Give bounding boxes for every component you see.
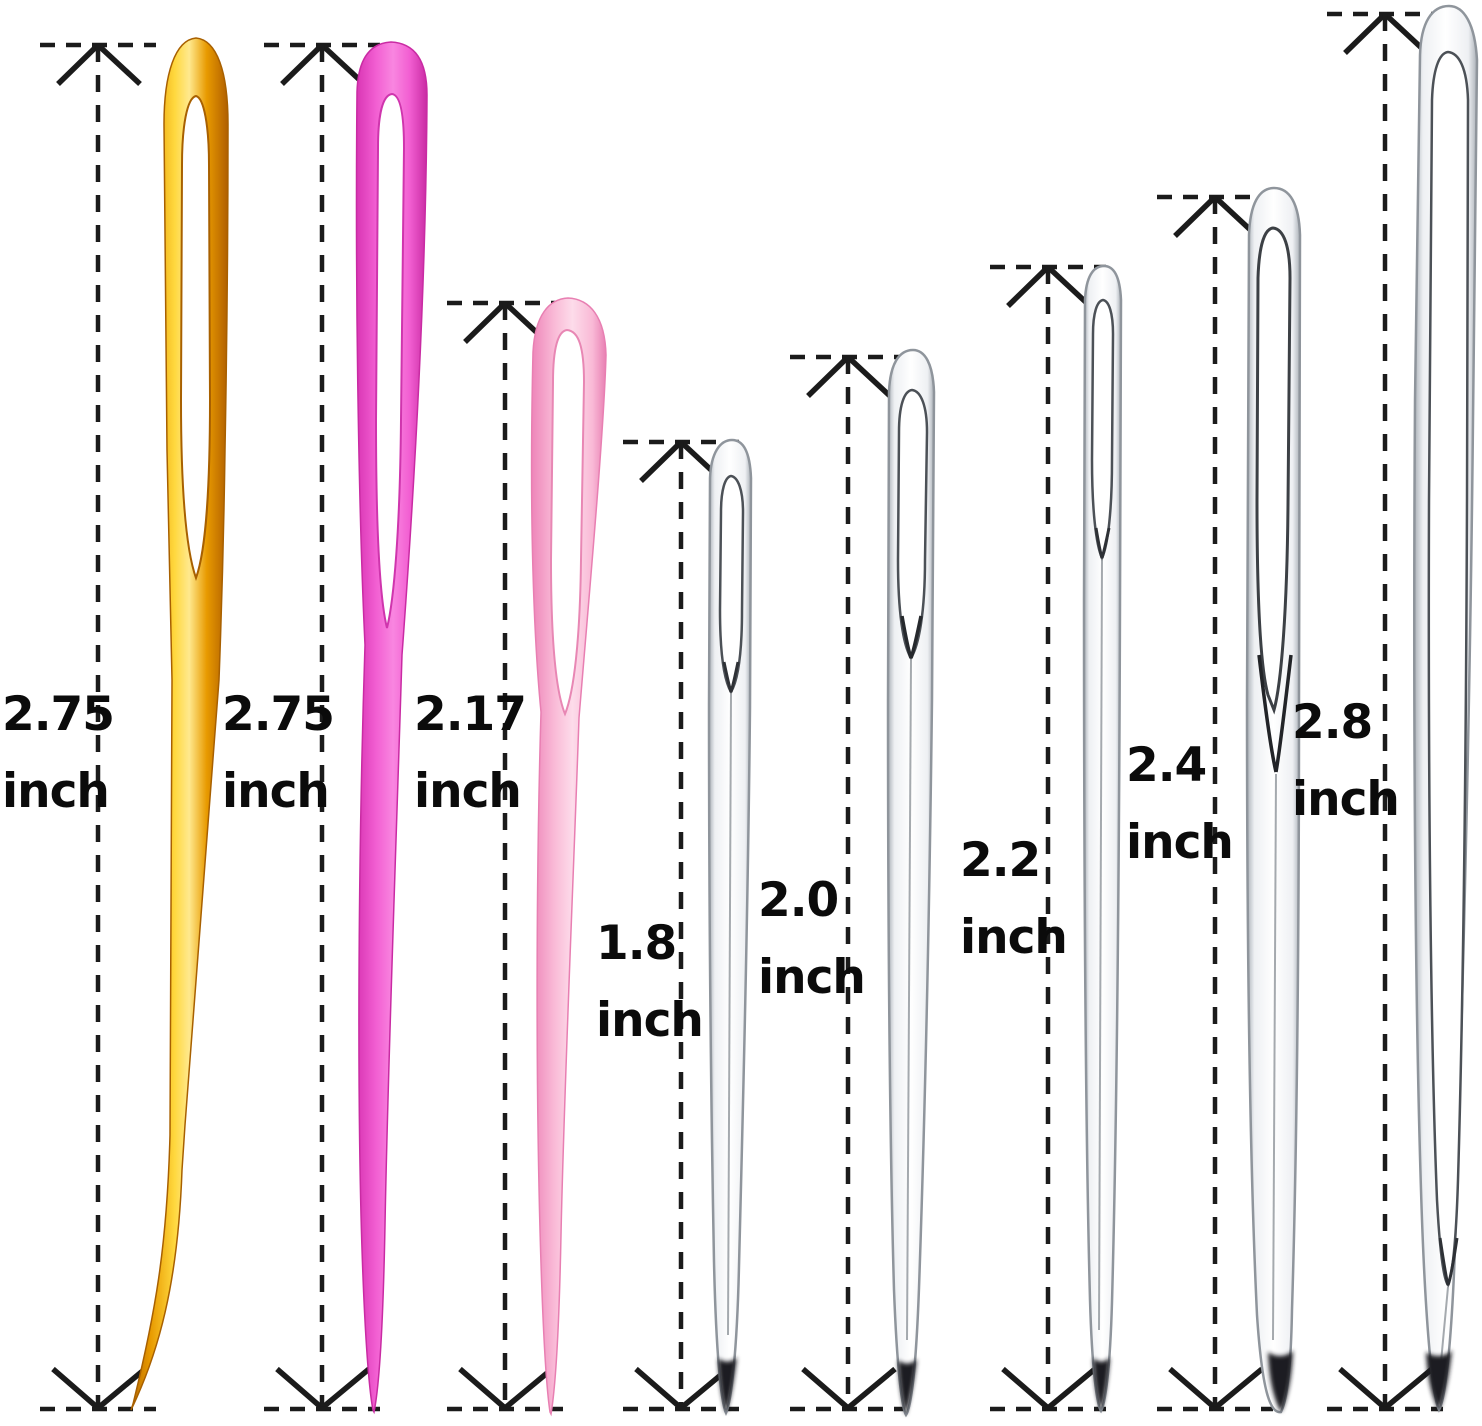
size-unit: inch xyxy=(596,993,704,1048)
size-unit: inch xyxy=(414,764,522,819)
needle-steel-1 xyxy=(707,438,753,1417)
size-value: 2.4 xyxy=(1126,738,1207,793)
size-value: 2.8 xyxy=(1292,695,1373,750)
dimension-line-6 xyxy=(990,264,1106,1412)
dimension-line-3 xyxy=(447,300,563,1412)
needle-gold-bent-yarn xyxy=(130,37,229,1411)
needle-steel-5 xyxy=(1413,4,1479,1413)
size-unit: inch xyxy=(222,764,330,819)
size-label-8: 2.8 inch xyxy=(1292,684,1400,838)
dimension-line-4 xyxy=(623,439,739,1412)
size-label-2: 2.75 inch xyxy=(222,676,335,830)
size-label-3: 2.17 inch xyxy=(414,676,527,830)
size-value: 2.75 xyxy=(222,687,335,742)
size-unit: inch xyxy=(1126,815,1234,870)
size-label-7: 2.4 inch xyxy=(1126,727,1234,881)
size-value: 2.17 xyxy=(414,687,527,742)
size-unit: inch xyxy=(1292,772,1400,827)
size-unit: inch xyxy=(2,764,110,819)
dimension-line-1 xyxy=(40,42,156,1412)
size-value: 2.2 xyxy=(960,833,1041,888)
dimension-line-5 xyxy=(790,354,906,1412)
needle-magenta-plastic xyxy=(355,41,428,1415)
needle-steel-4 xyxy=(1245,186,1302,1414)
needle-steel-3 xyxy=(1082,264,1123,1414)
needle-steel-2 xyxy=(886,348,936,1418)
size-label-1: 2.75 inch xyxy=(2,676,115,830)
size-label-6: 2.2 inch xyxy=(960,822,1068,976)
size-unit: inch xyxy=(960,910,1068,965)
size-value: 2.75 xyxy=(2,687,115,742)
size-value: 1.8 xyxy=(596,916,677,971)
size-value: 2.0 xyxy=(758,873,839,928)
size-unit: inch xyxy=(758,950,866,1005)
needle-pink-plastic xyxy=(530,297,607,1417)
size-label-5: 2.0 inch xyxy=(758,862,866,1016)
dimension-line-2 xyxy=(264,42,380,1412)
size-label-4: 1.8 inch xyxy=(596,905,704,1059)
